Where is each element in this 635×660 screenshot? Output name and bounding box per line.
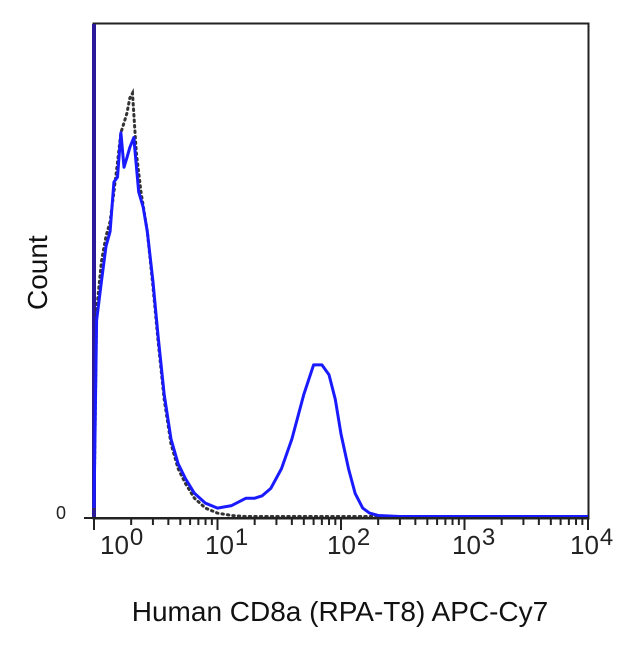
y-tick-zero: 0: [56, 503, 67, 523]
x-tick-label-1e1: 101: [205, 524, 249, 560]
x-tick-label-1e0: 100: [100, 524, 144, 560]
isotype-control-series: [92, 87, 590, 518]
x-tick-label-1e3: 103: [452, 524, 496, 560]
y-axis-label: Count: [22, 235, 53, 310]
x-tick-label-1e4: 104: [570, 524, 614, 560]
x-axis-label: Human CD8a (RPA-T8) APC-Cy7: [131, 596, 549, 627]
plot-frame: [92, 22, 590, 520]
x-tick-label-1e2: 102: [327, 524, 371, 560]
x-axis-ticks: [93, 518, 589, 530]
cd8a-stained-series: [92, 131, 588, 518]
